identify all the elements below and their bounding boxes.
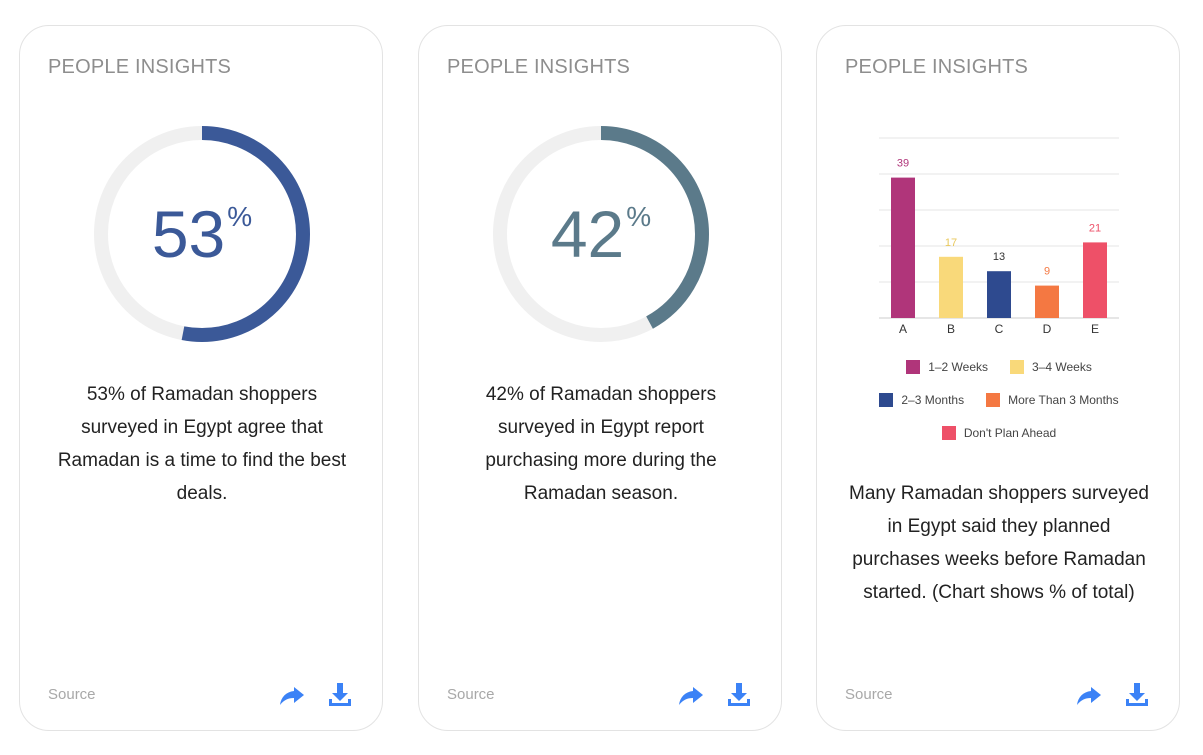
data-label: 21: [1089, 222, 1101, 234]
legend-swatch: [1010, 360, 1024, 374]
percent-number: 53: [151, 197, 226, 271]
ring-progress: [493, 126, 709, 342]
download-icon[interactable]: [1123, 681, 1151, 709]
legend-label: 3–4 Weeks: [1032, 360, 1092, 374]
card-title: PEOPLE INSIGHTS: [447, 56, 631, 78]
percent-number: 42: [550, 197, 625, 271]
download-icon[interactable]: [326, 681, 354, 709]
data-label: 13: [993, 251, 1005, 263]
legend-item: 1–2 Weeks: [906, 360, 988, 374]
percent-ring: 53 %: [93, 125, 311, 343]
insight-card-2: PEOPLE INSIGHTS 42 % 42% of Ramadan shop…: [418, 25, 782, 731]
legend-label: More Than 3 Months: [1008, 393, 1119, 407]
legend-item: 2–3 Months: [879, 393, 964, 407]
legend-item: More Than 3 Months: [986, 393, 1119, 407]
source-link[interactable]: Source: [447, 686, 495, 703]
percent-ring: 42 %: [492, 125, 710, 343]
legend-row-2: 2–3 Months More Than 3 Months: [817, 393, 1181, 407]
insight-description: 53% of Ramadan shoppers surveyed in Egyp…: [57, 384, 347, 504]
legend-label: Don't Plan Ahead: [963, 426, 1057, 440]
data-label: 39: [897, 158, 909, 170]
bar-b: [939, 256, 963, 318]
insight-card-1: PEOPLE INSIGHTS 53 % 53% of Ramadan shop…: [19, 25, 383, 731]
percent-readout: 42 %: [492, 125, 710, 343]
bar-chart: 39 A 17 B 13 C 9 D 21 E: [879, 137, 1119, 336]
download-icon[interactable]: [725, 681, 753, 709]
x-tick-label: E: [1091, 322, 1099, 336]
x-tick-label: A: [899, 322, 907, 336]
x-tick-label: B: [947, 322, 955, 336]
x-tick-label: D: [1043, 322, 1052, 336]
insight-description: 42% of Ramadan shoppers surveyed in Egyp…: [485, 384, 717, 504]
legend-swatch: [986, 393, 1001, 407]
legend-label: 1–2 Weeks: [928, 360, 988, 374]
percent-sign: %: [626, 201, 652, 232]
data-label: 9: [1044, 266, 1050, 278]
bar-e: [1083, 242, 1107, 318]
bar-d: [1035, 285, 1059, 318]
legend-swatch: [906, 360, 921, 374]
legend-swatch: [941, 426, 956, 440]
insight-description: Many Ramadan shoppers surveyed in Egypt …: [849, 483, 1149, 603]
share-icon[interactable]: [1075, 681, 1103, 709]
bar-a: [891, 177, 915, 318]
percent-sign: %: [227, 201, 253, 232]
source-link[interactable]: Source: [845, 686, 893, 703]
legend-item: 3–4 Weeks: [1010, 360, 1092, 374]
card-title: PEOPLE INSIGHTS: [845, 56, 1029, 78]
bar-c: [987, 271, 1011, 318]
legend-item: Don't Plan Ahead: [941, 426, 1057, 440]
insight-card-3: PEOPLE INSIGHTS 39 A 17 B 13 C 9 D 21 E 1–2 Weeks…: [816, 25, 1180, 731]
ring-progress: [94, 126, 310, 342]
card-title: PEOPLE INSIGHTS: [48, 56, 232, 78]
legend-swatch: [879, 393, 894, 407]
source-link[interactable]: Source: [48, 686, 96, 703]
legend-row-1: 1–2 Weeks 3–4 Weeks: [817, 360, 1181, 374]
data-label: 17: [945, 237, 957, 249]
legend-row-3: Don't Plan Ahead: [817, 426, 1181, 440]
share-icon[interactable]: [278, 681, 306, 709]
legend-label: 2–3 Months: [901, 393, 965, 407]
x-tick-label: C: [995, 322, 1004, 336]
percent-readout: 53 %: [93, 125, 311, 343]
share-icon[interactable]: [677, 681, 705, 709]
